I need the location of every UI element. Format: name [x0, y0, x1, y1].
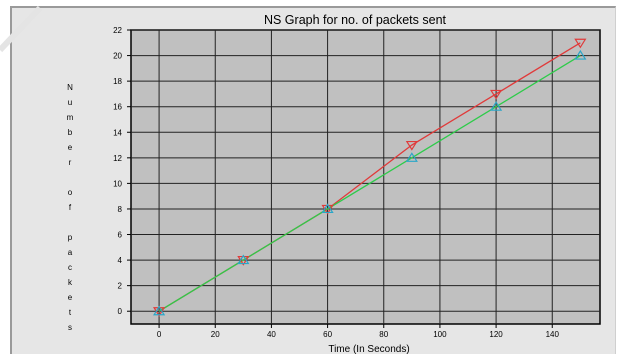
y-tick-label: 22 [113, 26, 122, 35]
y-axis-ticks: 0 2 4 6 8 10 12 14 16 18 20 22 [113, 26, 131, 316]
x-axis-ticks: 0 20 40 60 80 100 120 140 [157, 324, 560, 339]
y-tick-label: 10 [113, 179, 122, 188]
y-tick-label: 14 [113, 128, 122, 137]
series-1-point [490, 101, 503, 111]
series-1-point [153, 305, 166, 316]
series-0-point [490, 89, 503, 100]
chart-title: NS Graph for no. of packets sent [264, 13, 447, 27]
y-tick-label: 0 [118, 307, 123, 316]
series-0-point [574, 38, 587, 49]
y-tick-label: 12 [113, 154, 122, 163]
series-group [153, 38, 587, 317]
series-0-point [405, 140, 418, 151]
y-tick-label: 16 [113, 103, 122, 112]
y-axis-label: N u m b e r o f p a c k e t s [67, 83, 74, 332]
series-line-1 [158, 55, 581, 312]
grid-lines [131, 29, 600, 324]
series-1-point [237, 254, 250, 265]
x-tick-label: 0 [157, 330, 162, 339]
series-1-point [321, 203, 334, 214]
series-1-point [574, 49, 587, 60]
x-tick-label: 20 [211, 330, 220, 339]
y-tick-label: 20 [113, 52, 122, 61]
x-tick-label: 60 [323, 330, 332, 339]
x-tick-label: 80 [379, 330, 388, 339]
x-tick-label: 100 [433, 330, 447, 339]
series-1-point [405, 152, 418, 162]
y-tick-label: 4 [118, 256, 123, 265]
x-tick-label: 120 [489, 330, 503, 339]
x-tick-label: 40 [267, 330, 276, 339]
x-tick-label: 140 [546, 330, 560, 339]
y-tick-label: 18 [113, 77, 122, 86]
x-axis-label: Time (In Seconds) [328, 344, 409, 355]
y-tick-label: 6 [118, 231, 123, 240]
y-tick-label: 8 [118, 205, 123, 214]
y-tick-label: 2 [118, 282, 123, 291]
